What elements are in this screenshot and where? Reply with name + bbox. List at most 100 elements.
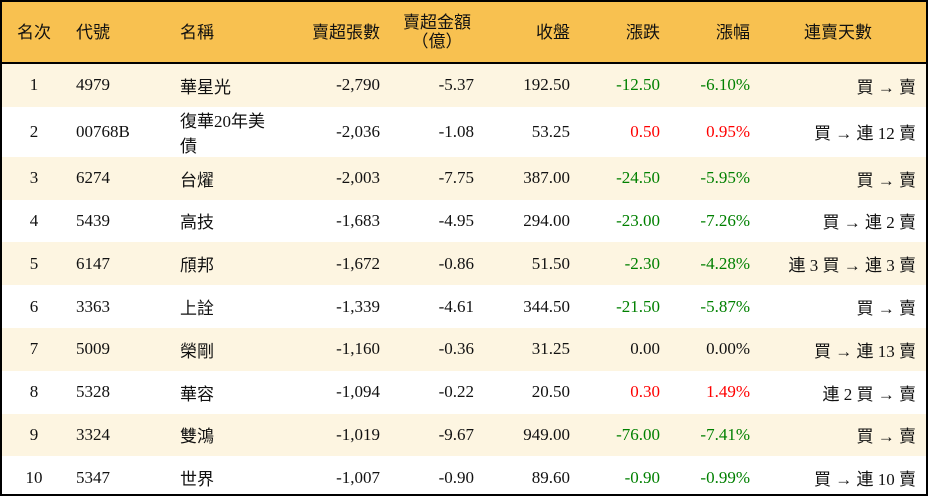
code-cell: 3324	[66, 413, 150, 457]
name-cell: 雙鴻	[150, 413, 280, 457]
header-row: 名次 代號 名稱 賣超張數 賣超金額 （億） 收盤 漲跌 漲幅 連賣天數	[2, 2, 926, 64]
sell-shares-cell: -1,683	[336, 210, 380, 230]
rank-cell: 8	[29, 382, 39, 402]
close-cell: 31.25	[474, 327, 570, 371]
change-cell: -12.50	[570, 63, 660, 107]
table-row[interactable]: 3 6274 台燿 -2,003 -7.75 387.00 -24.50 -5.95% 買 → …	[2, 156, 926, 200]
name-cell: 台燿	[150, 156, 280, 200]
change-pct-cell: -7.26%	[700, 210, 750, 230]
change-pct-cell: -5.95%	[660, 156, 750, 200]
code-cell: 6274	[66, 156, 150, 200]
name-cell: 世界	[180, 470, 214, 490]
sell-shares-cell: -1,019	[280, 413, 380, 457]
change-pct-cell: -6.10%	[660, 63, 750, 107]
close-cell: 53.25	[531, 121, 570, 141]
sell-amount-cell: -0.36	[380, 327, 474, 371]
table-row[interactable]: 1 4979 華星光 -2,790 -5.37 192.50 -12.50 -6.10% 買 →…	[2, 63, 926, 107]
header-code: 代號	[66, 2, 150, 64]
code-cell: 3363	[76, 296, 110, 316]
streak-cell: 買 → 連 13 賣	[750, 327, 926, 371]
change-cell: -21.50	[616, 296, 660, 316]
sell-amount-cell: -0.86	[380, 242, 474, 286]
streak-cell: 買 → 連 12 賣	[814, 124, 916, 144]
name-cell: 頎邦	[150, 242, 280, 286]
change-cell: 0.30	[630, 382, 660, 402]
close-cell: 51.50	[474, 242, 570, 286]
code-cell: 5439	[76, 210, 110, 230]
rank-cell: 1	[2, 63, 66, 107]
sell-amount-cell: -4.61	[438, 296, 474, 316]
name-cell: 上詮	[180, 299, 214, 319]
rank-cell: 5	[2, 242, 66, 286]
sell-shares-cell: -1,339	[336, 296, 380, 316]
change-cell: -24.50	[570, 156, 660, 200]
table-row[interactable]: 6 3363 上詮 -1,339 -4.61 344.50 -21.50 -5.87% 買 → …	[2, 285, 926, 328]
header-sell-amount: 賣超金額 （億）	[380, 2, 474, 64]
table-row[interactable]: 7 5009 榮剛 -1,160 -0.36 31.25 0.00 0.00% 買 → 連 13…	[2, 327, 926, 371]
rank-cell: 3	[2, 156, 66, 200]
change-pct-cell: -4.28%	[660, 242, 750, 286]
close-cell: 294.00	[523, 210, 570, 230]
header-close: 收盤	[474, 2, 570, 64]
close-cell: 387.00	[474, 156, 570, 200]
header-change: 漲跌	[570, 2, 660, 64]
name-cell: 華星光	[150, 63, 280, 107]
rank-cell: 4	[29, 210, 39, 230]
table-row[interactable]: 10 5347 世界 -1,007 -0.90 89.60 -0.90 -0.99% 買 → 連…	[2, 456, 926, 499]
sell-amount-cell: -1.08	[438, 121, 474, 141]
change-cell: -2.30	[570, 242, 660, 286]
name-cell: 榮剛	[150, 327, 280, 371]
streak-cell: 買 → 連 10 賣	[814, 470, 916, 490]
change-cell: -76.00	[570, 413, 660, 457]
rank-cell: 7	[2, 327, 66, 371]
header-rank: 名次	[2, 2, 66, 64]
change-pct-cell: -0.99%	[700, 467, 750, 487]
table-row[interactable]: 2 00768B 復華20年美債 -2,036 -1.08 53.25 0.50 0.95% 買…	[2, 107, 926, 157]
streak-cell: 買 → 賣	[750, 413, 926, 457]
header-change-pct: 漲幅	[660, 2, 750, 64]
change-cell: -0.90	[624, 467, 660, 487]
rank-cell: 10	[25, 467, 43, 487]
change-cell: 0.50	[630, 121, 660, 141]
streak-cell: 連 3 買 → 連 3 賣	[750, 242, 926, 286]
streak-cell: 買 → 賣	[750, 63, 926, 107]
sell-shares-cell: -2,036	[336, 121, 380, 141]
code-cell: 6147	[66, 242, 150, 286]
code-cell: 5009	[66, 327, 150, 371]
rank-cell: 6	[29, 296, 39, 316]
sell-amount-cell: -0.90	[438, 467, 474, 487]
sell-amount-cell: -0.22	[438, 382, 474, 402]
sell-amount-cell: -4.95	[438, 210, 474, 230]
code-cell: 5347	[76, 467, 110, 487]
close-cell: 89.60	[531, 467, 570, 487]
change-pct-cell: 1.49%	[706, 382, 750, 402]
name-cell: 華容	[180, 384, 214, 404]
sell-shares-cell: -2,790	[280, 63, 380, 107]
code-cell: 00768B	[76, 121, 130, 141]
header-name: 名稱	[150, 2, 280, 64]
rank-cell: 9	[2, 413, 66, 457]
name-cell: 高技	[180, 213, 214, 233]
table-row[interactable]: 5 6147 頎邦 -1,672 -0.86 51.50 -2.30 -4.28% 連 3 買 …	[2, 242, 926, 286]
streak-cell: 買 → 賣	[750, 156, 926, 200]
sell-amount-cell: -7.75	[380, 156, 474, 200]
change-pct-cell: 0.95%	[706, 121, 750, 141]
header-streak: 連賣天數	[750, 2, 926, 64]
close-cell: 344.50	[523, 296, 570, 316]
streak-cell: 連 2 買 → 賣	[822, 384, 917, 404]
rank-cell: 2	[29, 121, 39, 141]
code-cell: 5328	[76, 382, 110, 402]
close-cell: 192.50	[474, 63, 570, 107]
table-row[interactable]: 4 5439 高技 -1,683 -4.95 294.00 -23.00 -7.26% 買 → …	[2, 200, 926, 243]
sell-amount-cell: -9.67	[380, 413, 474, 457]
close-cell: 20.50	[531, 382, 570, 402]
sell-amount-cell: -5.37	[380, 63, 474, 107]
change-pct-cell: -5.87%	[700, 296, 750, 316]
table-row[interactable]: 9 3324 雙鴻 -1,019 -9.67 949.00 -76.00 -7.41% 買 → …	[2, 413, 926, 457]
sell-shares-cell: -1,007	[336, 467, 380, 487]
code-cell: 4979	[66, 63, 150, 107]
table-row[interactable]: 8 5328 華容 -1,094 -0.22 20.50 0.30 1.49% 連 2 買 → …	[2, 371, 926, 414]
change-cell: 0.00	[570, 327, 660, 371]
